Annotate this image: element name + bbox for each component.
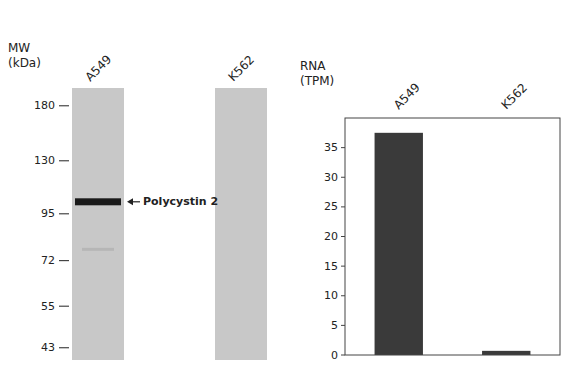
tick-label: 130 xyxy=(34,154,55,167)
tick-label: 180 xyxy=(34,99,55,112)
bar-panel: RNA(TPM) 0 5 10 15 20 25 30 35 A549 K562 xyxy=(300,59,560,362)
bars xyxy=(375,133,531,355)
tick-label: 35 xyxy=(324,141,338,154)
category-label: A549 xyxy=(391,80,423,112)
bands xyxy=(75,198,121,251)
band xyxy=(75,198,121,205)
tick xyxy=(341,177,345,178)
tick-label: 72 xyxy=(41,254,55,267)
lane-label: A549 xyxy=(82,52,114,84)
tick xyxy=(59,160,69,161)
tick xyxy=(59,213,69,214)
y-label: (TPM) xyxy=(300,74,334,88)
lane-label: K562 xyxy=(225,52,257,84)
band xyxy=(82,248,114,251)
figure: MW(kDa) A549 K562 180 130 95 72 55 43 Polycystin … xyxy=(0,0,582,378)
frame xyxy=(345,118,560,355)
blot-panel: MW(kDa) A549 K562 180 130 95 72 55 43 Polycystin … xyxy=(8,41,267,360)
tick xyxy=(341,266,345,267)
tick-label: 43 xyxy=(41,341,55,354)
tick xyxy=(59,306,69,307)
tick-label: 30 xyxy=(324,171,338,184)
y-label: MW xyxy=(8,41,30,55)
annotation: Polycystin 2 xyxy=(143,195,218,208)
tick xyxy=(341,325,345,326)
annotation-arrowhead xyxy=(127,198,133,205)
tick xyxy=(341,236,345,237)
tick xyxy=(59,260,69,261)
tick xyxy=(341,355,345,356)
tick-label: 25 xyxy=(324,200,338,213)
tick xyxy=(59,347,69,348)
tick-label: 15 xyxy=(324,260,338,273)
tick-label: 0 xyxy=(331,349,338,362)
tick-label: 20 xyxy=(324,230,338,243)
tick-label: 10 xyxy=(324,289,338,302)
tick-label: 95 xyxy=(41,207,55,220)
tick-label: 5 xyxy=(331,319,338,332)
bar xyxy=(375,133,423,355)
bar xyxy=(482,351,530,355)
tick-label: 55 xyxy=(41,300,55,313)
category-label: K562 xyxy=(498,80,530,112)
lane xyxy=(215,88,267,360)
lane xyxy=(72,88,124,360)
tick xyxy=(341,295,345,296)
y-label: (kDa) xyxy=(8,56,41,70)
tick xyxy=(341,147,345,148)
tick xyxy=(59,105,69,106)
y-label: RNA xyxy=(300,59,326,73)
tick xyxy=(341,206,345,207)
